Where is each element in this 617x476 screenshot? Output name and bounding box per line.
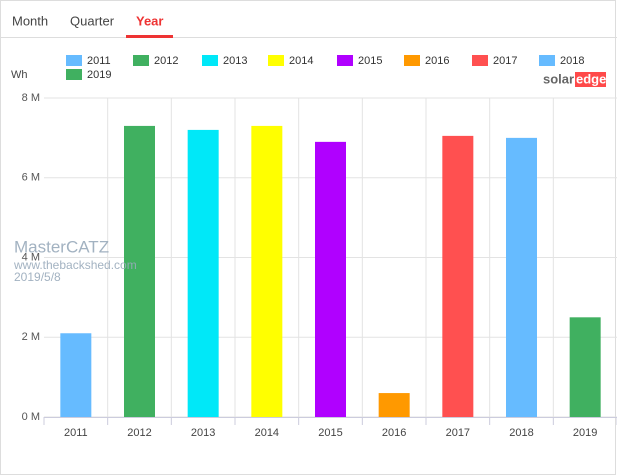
legend-label: 2013 <box>223 55 247 67</box>
x-tick-label: 2015 <box>318 427 342 439</box>
logo-box <box>575 72 606 87</box>
x-tick-label: 2014 <box>255 427 279 439</box>
x-tick-label: 2012 <box>127 427 151 439</box>
bar <box>124 125 155 417</box>
x-tick-label: 2016 <box>382 427 406 439</box>
legend-label: 2019 <box>87 69 111 81</box>
bar <box>378 393 410 417</box>
legend-label: 2014 <box>289 55 313 67</box>
logo: edge <box>576 71 606 86</box>
legend-swatch <box>66 55 82 66</box>
x-tick-label: 2013 <box>191 427 215 439</box>
tab-underline <box>126 35 173 38</box>
y-tick-label: 4 M <box>22 251 40 263</box>
y-tick-label: 2 M <box>22 331 40 343</box>
legend-swatch <box>337 55 353 66</box>
watermark: 2019/5/8 <box>14 270 61 284</box>
bar <box>569 317 601 417</box>
legend-label: 2012 <box>154 55 178 67</box>
x-tick-label: 2011 <box>64 427 88 439</box>
y-tick-label: 6 M <box>22 172 40 184</box>
legend-label: 2015 <box>358 55 382 67</box>
watermark: www.thebackshed.com <box>13 258 137 272</box>
tab[interactable]: Month <box>12 13 48 28</box>
legend-swatch <box>539 55 555 66</box>
legend-label: 2017 <box>493 55 517 67</box>
tab[interactable]: Year <box>136 13 163 28</box>
legend-swatch <box>404 55 420 66</box>
bar <box>251 125 283 417</box>
x-tick-label: 2019 <box>573 427 597 439</box>
legend-swatch <box>66 69 82 80</box>
legend-swatch <box>268 55 284 66</box>
watermark: MasterCATZ <box>14 237 109 256</box>
legend-swatch <box>472 55 488 66</box>
y-axis-label: Wh <box>11 69 28 81</box>
legend-label: 2011 <box>87 55 111 67</box>
x-tick-label: 2017 <box>446 427 470 439</box>
bar <box>442 135 474 417</box>
logo: solar <box>543 71 574 86</box>
tab[interactable]: Quarter <box>70 13 115 28</box>
bar <box>187 129 219 417</box>
legend-label: 2018 <box>560 55 584 67</box>
legend-swatch <box>133 55 149 66</box>
y-tick-label: 0 M <box>22 411 40 423</box>
x-tick-label: 2018 <box>509 427 533 439</box>
y-tick-label: 8 M <box>22 92 40 104</box>
bar <box>506 137 537 417</box>
legend-label: 2016 <box>425 55 449 67</box>
legend-swatch <box>202 55 218 66</box>
bar <box>315 141 346 418</box>
bar <box>60 333 92 417</box>
